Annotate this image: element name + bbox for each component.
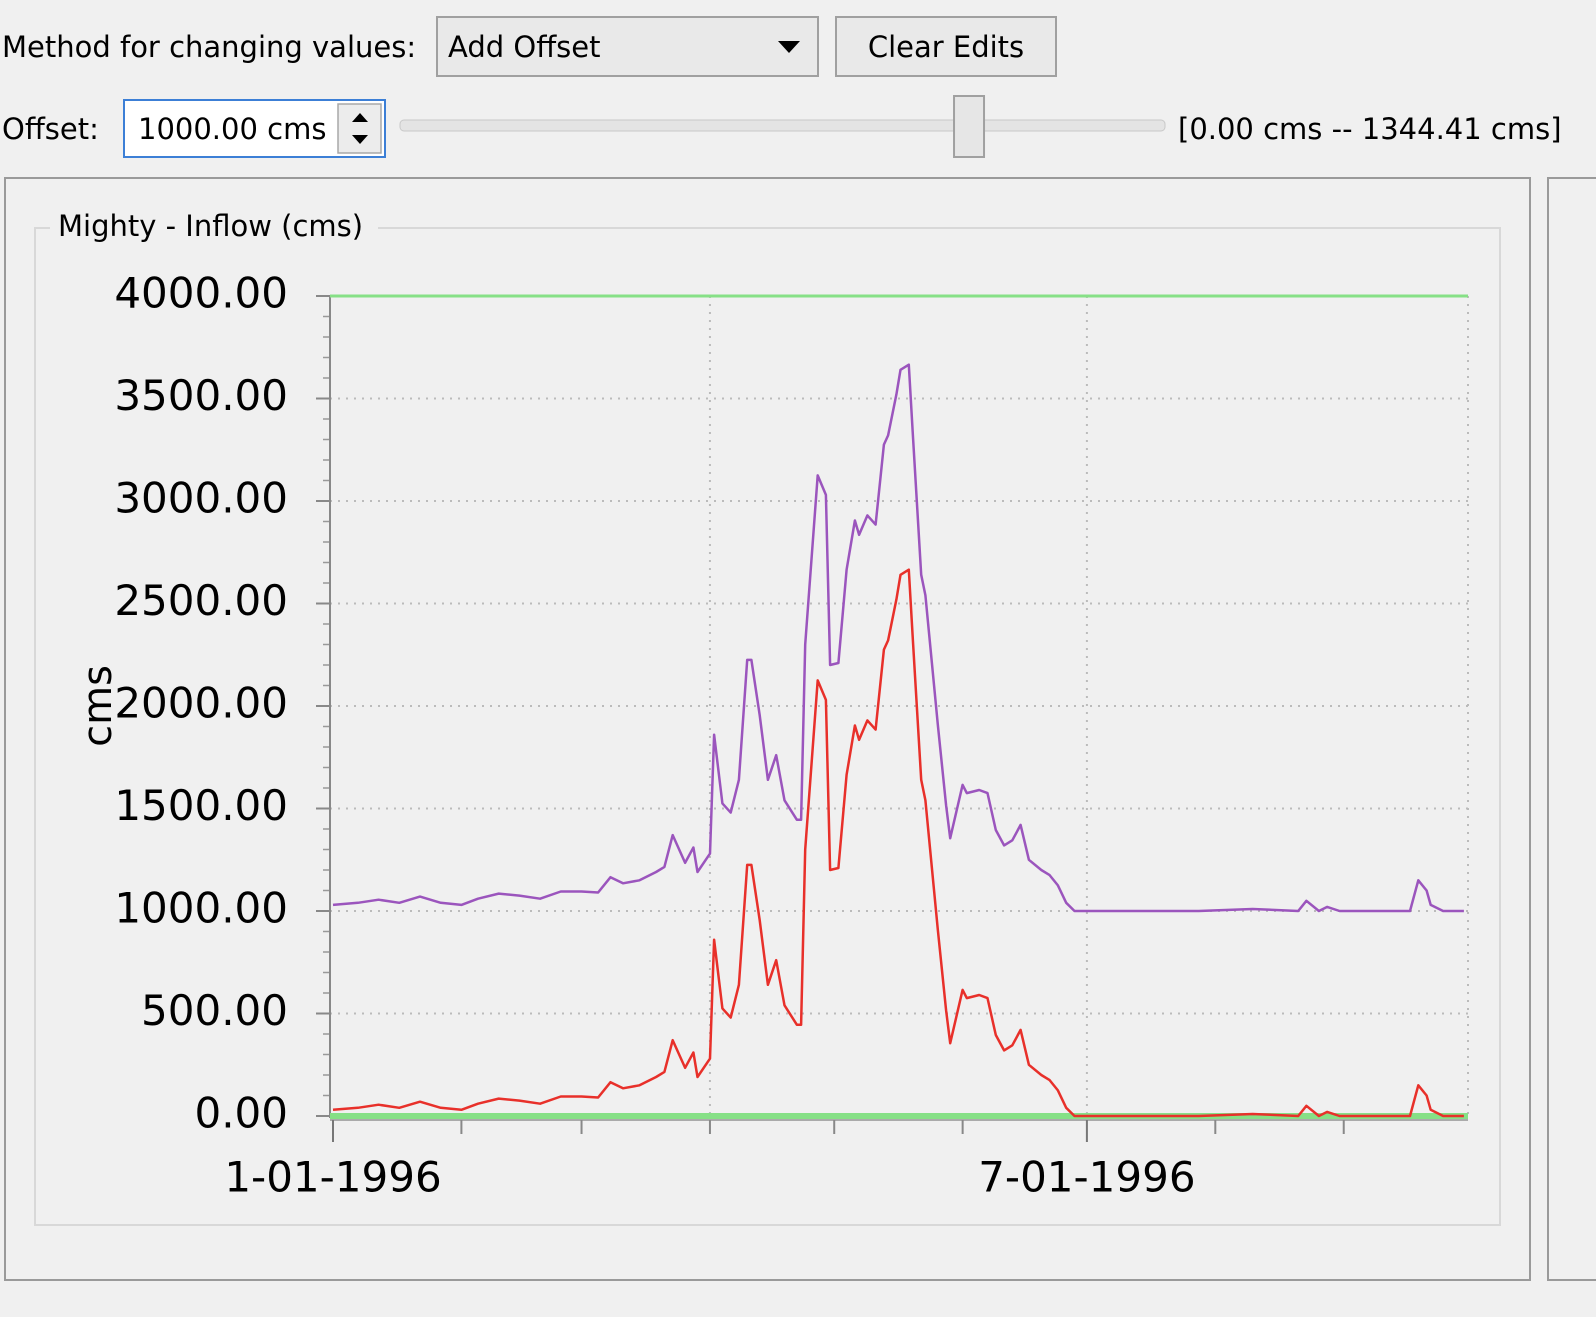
spin-arrows — [352, 113, 368, 144]
offset-slider[interactable] — [399, 95, 1166, 158]
group-title-bg — [50, 208, 378, 248]
method-combobox[interactable] — [436, 16, 819, 77]
y-tick-label: 2000.00 — [114, 679, 288, 728]
y-tick-label: 1500.00 — [114, 781, 288, 830]
y-axis-label: cms — [75, 665, 121, 747]
y-tick-label: 1000.00 — [114, 884, 288, 933]
slider-track — [399, 119, 1166, 132]
y-tick-label: 2500.00 — [114, 576, 288, 625]
dropdown-arrow — [778, 41, 800, 53]
method-label: Method for changing values: — [2, 30, 416, 64]
series-line — [332, 568, 1464, 1118]
chart-panel — [4, 177, 1531, 1281]
x-tick-label: 1-01-1996 — [224, 1153, 441, 1202]
clear-button-label: Clear Edits — [868, 30, 1024, 64]
clear-button[interactable] — [835, 16, 1057, 77]
offset-value: 1000.00 cms — [138, 112, 326, 146]
y-tick-label: 3500.00 — [114, 371, 288, 420]
series-line — [332, 363, 1464, 913]
y-tick-label: 3000.00 — [114, 474, 288, 523]
group-box — [34, 227, 1501, 1226]
y-tick-label: 500.00 — [141, 986, 288, 1035]
spin-buttons[interactable] — [337, 103, 382, 154]
chart-title: Mighty - Inflow (cms) — [58, 209, 363, 243]
x-tick-label: 7-01-1996 — [978, 1153, 1195, 1202]
plot: 0.00 500.00 1000.00 1500.00 2000.00 2500.00 30… — [114, 269, 1469, 1202]
slider-handle — [953, 95, 986, 158]
offset-label: Offset: — [2, 112, 99, 146]
y-tick-label: 4000.00 — [114, 269, 288, 318]
side-panel — [1547, 177, 1596, 1281]
range-label: [0.00 cms -- 1344.41 cms] — [1178, 112, 1562, 146]
method-value: Add Offset — [448, 30, 601, 64]
y-tick-label: 0.00 — [194, 1089, 288, 1138]
